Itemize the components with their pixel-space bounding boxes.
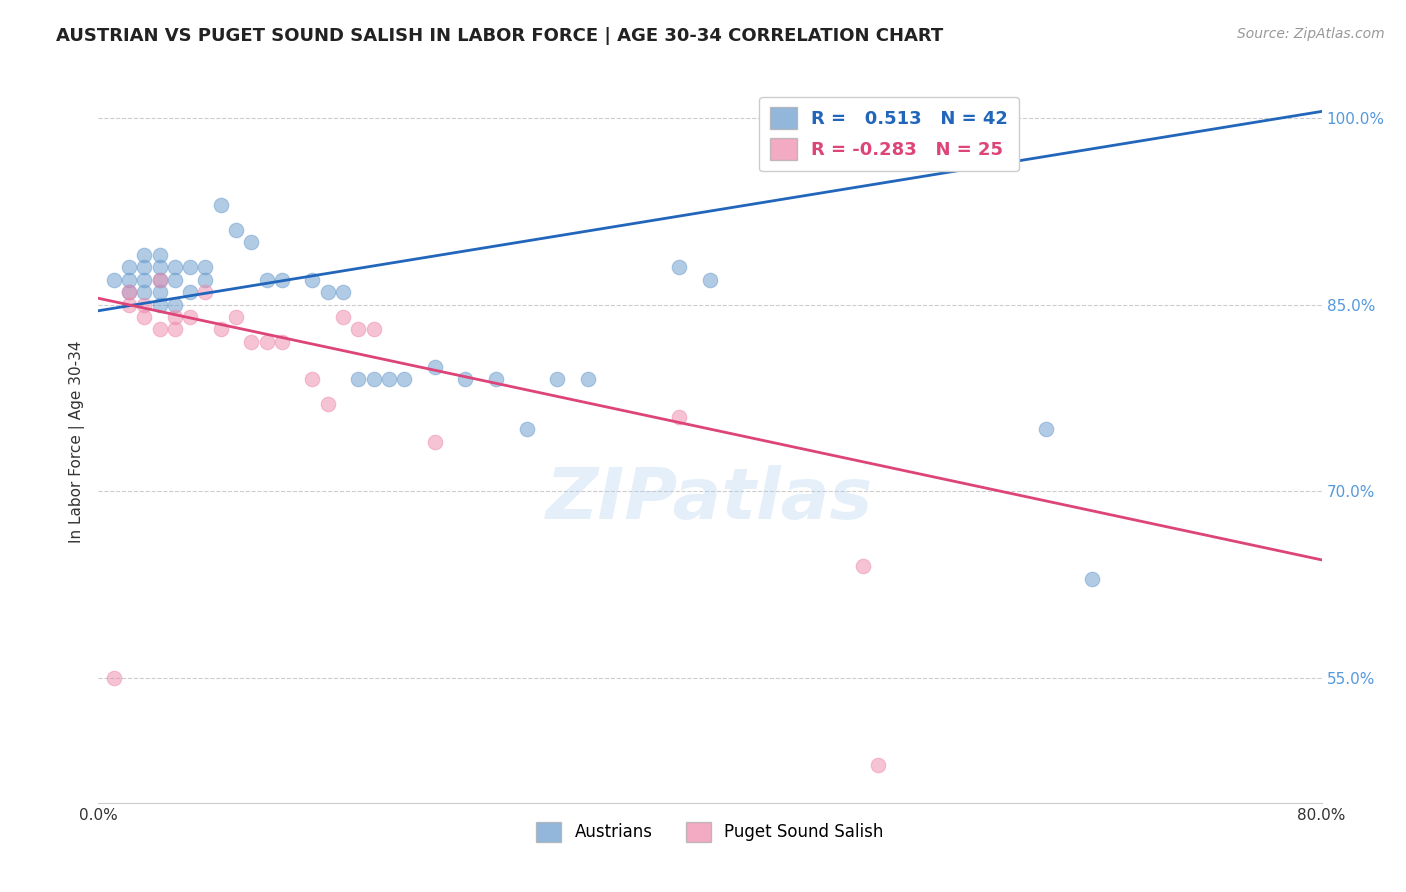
Puget Sound Salish — [163, 310, 186, 324]
Austrians — [270, 272, 292, 286]
Austrians — [378, 372, 401, 386]
Austrians — [454, 372, 477, 386]
Puget Sound Salish — [423, 434, 446, 449]
Austrians — [363, 372, 385, 386]
Puget Sound Salish — [301, 372, 323, 386]
Austrians — [1081, 572, 1104, 586]
Austrians — [347, 372, 370, 386]
Austrians — [149, 272, 172, 286]
Puget Sound Salish — [270, 334, 292, 349]
Puget Sound Salish — [194, 285, 217, 299]
Austrians — [134, 260, 156, 274]
Puget Sound Salish — [316, 397, 339, 411]
Austrians — [240, 235, 263, 250]
Puget Sound Salish — [256, 334, 278, 349]
Puget Sound Salish — [852, 559, 875, 574]
Austrians — [423, 359, 446, 374]
Austrians — [316, 285, 339, 299]
Austrians — [1035, 422, 1057, 436]
Austrians — [134, 248, 156, 262]
Puget Sound Salish — [209, 322, 232, 336]
Austrians — [103, 272, 125, 286]
Text: Source: ZipAtlas.com: Source: ZipAtlas.com — [1237, 27, 1385, 41]
Austrians — [149, 260, 172, 274]
Austrians — [149, 285, 172, 299]
Puget Sound Salish — [118, 297, 141, 311]
Austrians — [194, 260, 217, 274]
Austrians — [392, 372, 416, 386]
Puget Sound Salish — [134, 297, 156, 311]
Puget Sound Salish — [225, 310, 247, 324]
Puget Sound Salish — [179, 310, 201, 324]
Austrians — [332, 285, 354, 299]
Austrians — [179, 285, 201, 299]
Austrians — [546, 372, 568, 386]
Puget Sound Salish — [134, 310, 156, 324]
Puget Sound Salish — [103, 671, 125, 685]
Puget Sound Salish — [868, 758, 890, 772]
Austrians — [163, 297, 186, 311]
Y-axis label: In Labor Force | Age 30-34: In Labor Force | Age 30-34 — [69, 340, 84, 543]
Austrians — [209, 198, 232, 212]
Austrians — [118, 260, 141, 274]
Austrians — [149, 248, 172, 262]
Puget Sound Salish — [668, 409, 690, 424]
Puget Sound Salish — [363, 322, 385, 336]
Legend: Austrians, Puget Sound Salish: Austrians, Puget Sound Salish — [530, 815, 890, 848]
Text: ZIPatlas: ZIPatlas — [547, 465, 873, 533]
Text: AUSTRIAN VS PUGET SOUND SALISH IN LABOR FORCE | AGE 30-34 CORRELATION CHART: AUSTRIAN VS PUGET SOUND SALISH IN LABOR … — [56, 27, 943, 45]
Puget Sound Salish — [149, 272, 172, 286]
Austrians — [163, 272, 186, 286]
Puget Sound Salish — [118, 285, 141, 299]
Austrians — [485, 372, 508, 386]
Austrians — [301, 272, 323, 286]
Austrians — [225, 223, 247, 237]
Puget Sound Salish — [347, 322, 370, 336]
Austrians — [179, 260, 201, 274]
Austrians — [576, 372, 599, 386]
Austrians — [118, 272, 141, 286]
Austrians — [163, 260, 186, 274]
Austrians — [134, 285, 156, 299]
Austrians — [118, 285, 141, 299]
Puget Sound Salish — [163, 322, 186, 336]
Austrians — [256, 272, 278, 286]
Austrians — [149, 297, 172, 311]
Puget Sound Salish — [332, 310, 354, 324]
Austrians — [194, 272, 217, 286]
Austrians — [699, 272, 721, 286]
Puget Sound Salish — [240, 334, 263, 349]
Austrians — [134, 272, 156, 286]
Puget Sound Salish — [149, 322, 172, 336]
Austrians — [668, 260, 690, 274]
Austrians — [516, 422, 538, 436]
